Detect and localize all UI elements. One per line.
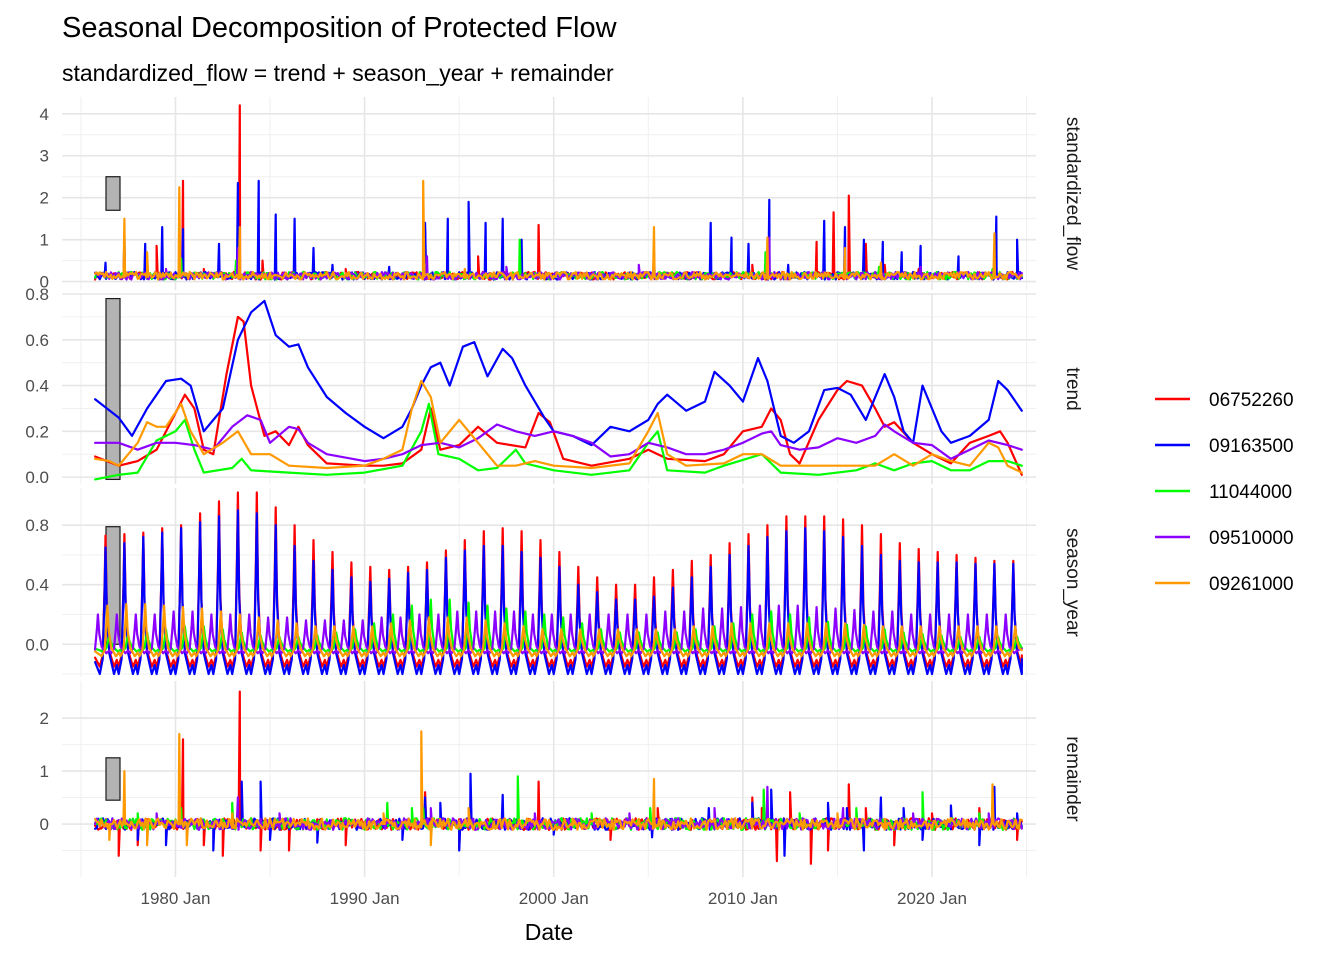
panel-trend: 0.0 0.2 0.4 0.6 0.8 trend <box>25 285 1083 487</box>
y-tick-label: 2 <box>40 189 49 208</box>
legend: 06752260 09163500 11044000 09510000 09261000 <box>1155 390 1294 595</box>
y-tick-label: 0.8 <box>25 516 49 535</box>
x-tick-label: 1990 Jan <box>330 889 400 908</box>
series-line-09163500 <box>93 772 1023 857</box>
series-line-09510000 <box>93 414 1023 463</box>
chart-title: Seasonal Decomposition of Protected Flow <box>62 12 617 44</box>
series-line-06752260 <box>93 491 1023 668</box>
series-group <box>93 299 1023 481</box>
series-group <box>93 690 1023 865</box>
y-tick-label: 2 <box>40 709 49 728</box>
y-tick-label: 3 <box>40 147 49 166</box>
series-line-09510000 <box>93 604 1023 655</box>
y-tick-label: 0.4 <box>25 576 49 595</box>
panel-standardized-flow: 0 1 2 3 4 standardized_flow <box>40 97 1083 292</box>
chart-subtitle: standardized_flow = trend + season_year … <box>62 60 614 86</box>
x-tick-label: 1980 Jan <box>140 889 210 908</box>
series-group <box>93 104 1023 281</box>
legend-label: 09163500 <box>1209 436 1294 457</box>
x-tick-label: 2010 Jan <box>708 889 778 908</box>
legend-label: 11044000 <box>1209 482 1292 503</box>
series-line-11044000 <box>93 402 1023 481</box>
strip-label: season_year <box>1062 528 1083 637</box>
panel-remainder: 0 1 2 remainder <box>40 681 1083 877</box>
legend-label: 06752260 <box>1209 390 1294 411</box>
y-tick-label: 0.4 <box>25 377 49 396</box>
y-tick-label: 0 <box>40 273 49 292</box>
y-tick-label: 0.6 <box>25 331 49 350</box>
series-line-09261000 <box>93 730 1023 847</box>
series-line-09261000 <box>93 379 1023 474</box>
series-line-09261000 <box>93 602 1023 658</box>
y-tick-label: 0.2 <box>25 422 49 441</box>
series-line-06752260 <box>93 315 1023 476</box>
scale-bar <box>105 757 121 801</box>
y-tick-label: 1 <box>40 762 49 781</box>
y-tick-label: 0.8 <box>25 285 49 304</box>
y-tick-label: 1 <box>40 231 49 250</box>
scale-bar <box>105 176 121 211</box>
x-tick-label: 2020 Jan <box>897 889 967 908</box>
series-line-09261000 <box>93 179 1023 281</box>
y-tick-label: 4 <box>40 105 49 124</box>
x-tick-label: 2000 Jan <box>519 889 589 908</box>
series-line-09510000 <box>93 236 1023 281</box>
series-group <box>93 491 1023 676</box>
strip-label: standardized_flow <box>1062 117 1083 270</box>
y-tick-label: 0 <box>40 815 49 834</box>
y-tick-label: 0.0 <box>25 635 49 654</box>
scale-bar <box>105 297 121 481</box>
panel-season-year: 0.0 0.4 0.8 season_year <box>25 488 1083 677</box>
legend-label: 09261000 <box>1209 574 1294 595</box>
y-tick-label: 0.0 <box>25 468 49 487</box>
series-line-09163500 <box>93 509 1023 676</box>
legend-label: 09510000 <box>1209 528 1294 549</box>
x-axis-title: Date <box>525 919 574 945</box>
strip-label: remainder <box>1062 736 1083 822</box>
strip-label: trend <box>1062 367 1083 410</box>
series-line-09163500 <box>93 179 1023 281</box>
